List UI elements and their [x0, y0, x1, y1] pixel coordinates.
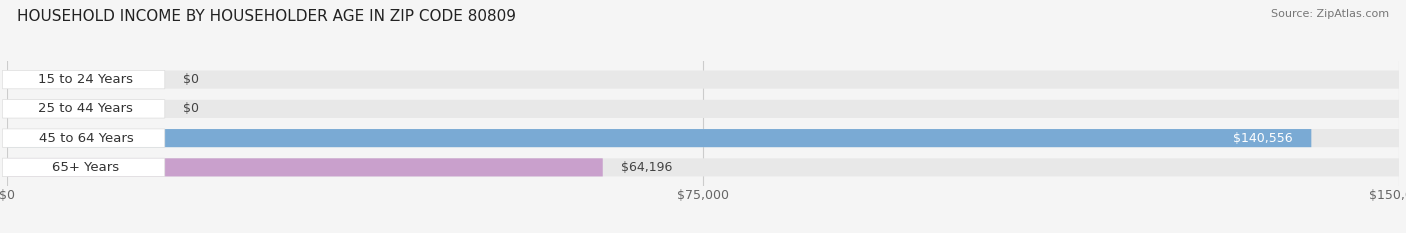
Text: 15 to 24 Years: 15 to 24 Years — [38, 73, 134, 86]
FancyBboxPatch shape — [7, 71, 1399, 89]
Text: $0: $0 — [183, 73, 200, 86]
Text: HOUSEHOLD INCOME BY HOUSEHOLDER AGE IN ZIP CODE 80809: HOUSEHOLD INCOME BY HOUSEHOLDER AGE IN Z… — [17, 9, 516, 24]
Text: $64,196: $64,196 — [621, 161, 672, 174]
FancyBboxPatch shape — [3, 100, 165, 118]
Text: Source: ZipAtlas.com: Source: ZipAtlas.com — [1271, 9, 1389, 19]
FancyBboxPatch shape — [7, 129, 1399, 147]
Text: 65+ Years: 65+ Years — [52, 161, 120, 174]
Text: $0: $0 — [183, 102, 200, 115]
Text: 45 to 64 Years: 45 to 64 Years — [38, 132, 134, 145]
Text: $140,556: $140,556 — [1233, 132, 1292, 145]
FancyBboxPatch shape — [7, 158, 1399, 176]
Text: 25 to 44 Years: 25 to 44 Years — [38, 102, 134, 115]
FancyBboxPatch shape — [7, 129, 1312, 147]
FancyBboxPatch shape — [3, 158, 165, 177]
FancyBboxPatch shape — [7, 100, 1399, 118]
FancyBboxPatch shape — [7, 158, 603, 176]
FancyBboxPatch shape — [3, 129, 165, 147]
FancyBboxPatch shape — [3, 70, 165, 89]
